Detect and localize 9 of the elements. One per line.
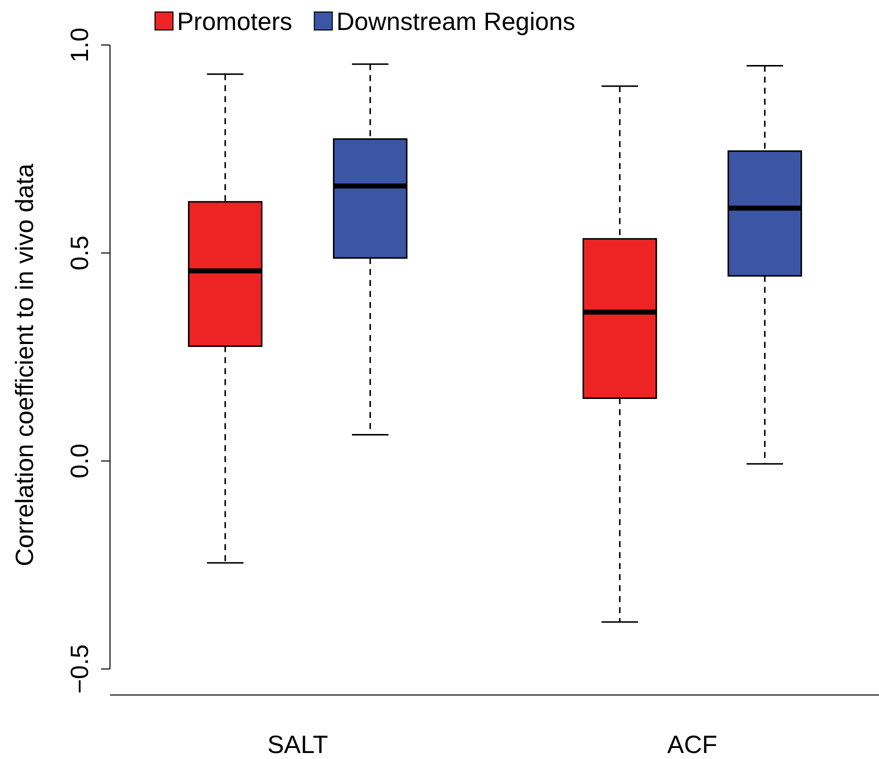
- legend-label: Promoters: [177, 8, 292, 36]
- y-tick-label: 0.0: [66, 444, 94, 478]
- y-tick-label: 0.5: [66, 236, 94, 270]
- x-tick-label: ACF: [667, 731, 718, 759]
- y-tick-label: 1.0: [66, 28, 94, 62]
- x-tick-label: SALT: [267, 731, 328, 759]
- legend-label: Downstream Regions: [336, 8, 576, 36]
- y-tick-label: −0.5: [66, 644, 94, 694]
- y-axis-title: Correlation coefficient to in vivo data: [11, 164, 39, 566]
